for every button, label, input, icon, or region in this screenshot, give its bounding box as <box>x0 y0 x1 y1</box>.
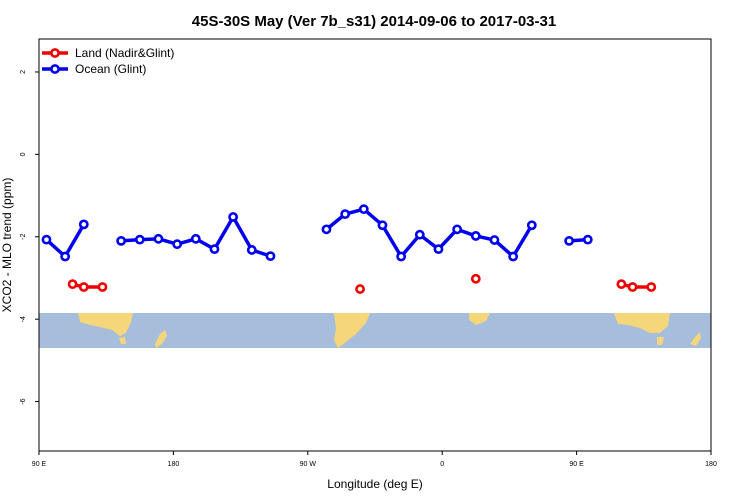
ocean-point <box>190 233 201 244</box>
ocean-point <box>78 219 89 230</box>
ocean-point <box>414 229 425 240</box>
map-ocean <box>39 313 711 348</box>
land-point <box>470 273 481 284</box>
x-axis: 90 E 180 90 W 0 90 E 180 <box>32 451 717 468</box>
y-tick-label: -4 <box>20 316 27 322</box>
x-tick-label: 90 E <box>32 461 47 468</box>
ocean-point <box>228 212 239 222</box>
land-point <box>67 279 78 290</box>
y-axis-label: XCO2 - MLO trend (ppm) <box>0 178 14 313</box>
legend-land-label: Land (Nadir&Glint) <box>75 46 174 60</box>
land-shape <box>614 313 670 333</box>
map-band <box>39 313 711 348</box>
land-point <box>97 282 108 292</box>
land-shape <box>119 337 126 344</box>
ocean-point <box>209 244 220 255</box>
y-tick-label: -6 <box>20 398 27 404</box>
ocean-point <box>134 234 145 245</box>
land-point <box>616 279 627 290</box>
legend-ocean-label: Ocean (Glint) <box>75 62 146 76</box>
ocean-series-line <box>325 207 534 259</box>
land-point <box>627 282 638 292</box>
ocean-point <box>246 245 257 255</box>
land-shape <box>657 337 664 345</box>
plot-frame <box>38 38 712 452</box>
x-tick-label: 90 W <box>300 461 317 468</box>
ocean-point <box>582 234 593 245</box>
ocean-point <box>172 239 183 250</box>
legend-land-marker <box>50 48 60 58</box>
ocean-point <box>396 251 407 262</box>
legend-ocean-marker <box>50 64 60 74</box>
y-axis: 2 0 -2 -4 -6 <box>20 70 39 405</box>
map-land <box>78 313 701 348</box>
land-shape <box>469 313 490 325</box>
y-tick-label: 0 <box>20 152 27 156</box>
land-shape <box>155 330 167 348</box>
land-shape <box>690 332 701 346</box>
ocean-point <box>508 251 519 262</box>
y-tick-label: 2 <box>20 70 27 74</box>
ocean-point <box>526 220 537 231</box>
ocean-point <box>358 204 369 215</box>
ocean-point <box>433 244 444 255</box>
ocean-point <box>452 224 463 235</box>
x-tick-label: 0 <box>440 461 444 468</box>
ocean-point <box>470 231 481 241</box>
land-point <box>646 282 657 292</box>
y-tick-label: -2 <box>20 234 27 240</box>
ocean-point <box>265 251 276 262</box>
ocean-point <box>564 235 575 246</box>
ocean-point <box>489 235 500 245</box>
land-shape <box>78 313 133 336</box>
land-point <box>355 284 365 294</box>
x-tick-label: 180 <box>168 461 180 468</box>
plot-marks <box>41 204 657 294</box>
chart-title: 45S-30S May (Ver 7b_s31) 2014-09-06 to 2… <box>192 13 556 30</box>
ocean-point <box>153 233 164 244</box>
ocean-point <box>116 235 127 246</box>
legend: Land (Nadir&Glint) Ocean (Glint) <box>42 46 174 76</box>
land-shape <box>334 313 370 348</box>
x-tick-label: 90 E <box>569 461 584 468</box>
ocean-point <box>41 234 52 245</box>
ocean-point <box>377 220 388 231</box>
ocean-point <box>340 209 351 219</box>
x-axis-label: Longitude (deg E) <box>327 477 422 491</box>
ocean-point <box>321 224 332 235</box>
land-point <box>78 282 89 292</box>
x-tick-label: 180 <box>705 461 717 468</box>
ocean-point <box>60 251 71 262</box>
